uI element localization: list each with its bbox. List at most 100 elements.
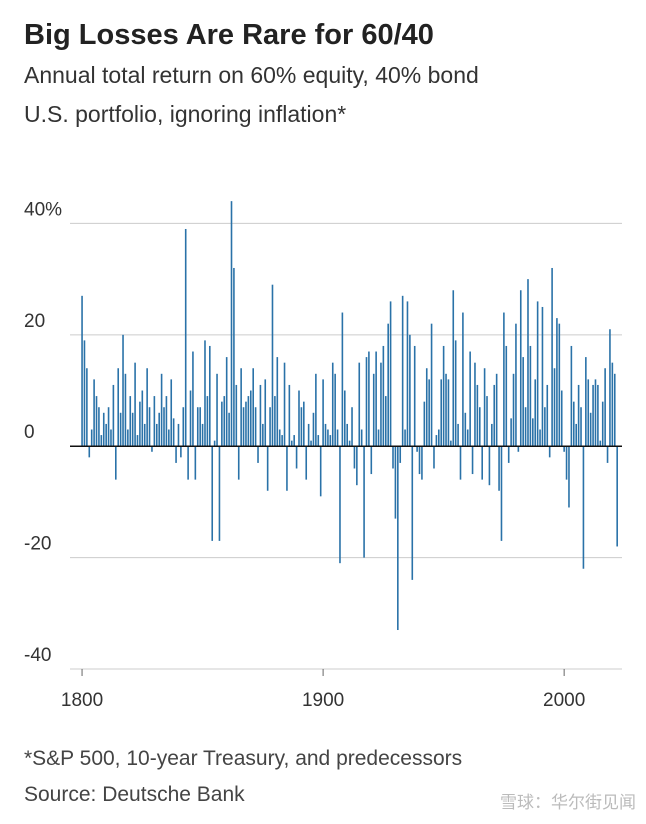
bar <box>548 446 551 458</box>
bar <box>541 306 544 447</box>
chart-subtitle: U.S. portfolio, ignoring inflation* <box>24 101 346 127</box>
bar <box>305 446 308 480</box>
bar <box>88 446 91 458</box>
bar <box>360 429 363 447</box>
bar <box>387 323 389 447</box>
bar <box>466 429 469 447</box>
bar <box>368 351 370 447</box>
bar <box>536 301 539 447</box>
bar <box>223 396 226 447</box>
bar <box>98 407 100 447</box>
bar <box>329 435 332 447</box>
bar <box>221 401 223 447</box>
bar <box>319 446 322 497</box>
bar <box>143 423 146 447</box>
chart-title: Big Losses Are Rare for 60/40 <box>24 19 434 51</box>
bar <box>228 412 230 447</box>
bar <box>575 423 578 447</box>
bar <box>599 440 602 447</box>
bar <box>331 362 334 447</box>
bar <box>348 440 351 447</box>
bar <box>493 384 496 447</box>
bar <box>83 340 86 447</box>
bar <box>483 368 486 447</box>
bar <box>406 301 409 447</box>
bar <box>117 368 120 447</box>
bar <box>283 362 286 447</box>
bar <box>237 446 240 480</box>
bar <box>257 446 259 463</box>
bar <box>580 407 582 447</box>
bar <box>534 379 537 447</box>
bar <box>339 446 341 564</box>
bar <box>245 401 247 447</box>
bar <box>290 440 293 447</box>
bar <box>141 390 144 447</box>
bar <box>428 379 430 447</box>
bar <box>278 429 281 447</box>
bar <box>254 407 257 447</box>
bar <box>524 407 527 447</box>
bar <box>399 446 402 463</box>
bar <box>216 373 218 447</box>
bar <box>114 446 117 480</box>
bar <box>131 412 134 447</box>
bar <box>577 384 580 447</box>
bar <box>271 284 274 447</box>
bar <box>462 312 464 447</box>
bar <box>281 435 283 447</box>
bar <box>286 446 288 491</box>
bar <box>563 446 565 452</box>
bar <box>269 407 271 447</box>
bar <box>491 423 493 447</box>
bar <box>486 396 488 447</box>
bar <box>512 373 515 447</box>
bar <box>425 368 428 447</box>
bar <box>464 412 467 447</box>
bar <box>293 435 295 447</box>
bar <box>184 228 187 447</box>
bar <box>380 362 382 447</box>
bar <box>196 407 199 447</box>
bar <box>315 373 317 447</box>
bar <box>298 390 300 447</box>
bar <box>522 357 524 447</box>
bar <box>515 323 517 447</box>
bar <box>539 429 541 447</box>
chart-subtitle: Annual total return on 60% equity, 40% b… <box>24 62 479 88</box>
bar <box>442 345 445 447</box>
bar <box>182 407 185 447</box>
bar <box>146 368 148 447</box>
bar <box>105 423 107 447</box>
bar <box>553 368 556 447</box>
bar <box>616 446 618 547</box>
bar <box>532 418 534 447</box>
bar <box>252 368 254 447</box>
bar <box>582 446 585 569</box>
bar <box>474 362 476 447</box>
bar <box>495 373 498 447</box>
bar <box>264 379 267 447</box>
bar <box>102 412 105 447</box>
y-tick-label: 20 <box>24 311 45 332</box>
bar <box>148 407 151 447</box>
bar <box>90 429 93 447</box>
bar <box>611 362 614 447</box>
bar <box>450 440 452 447</box>
bar <box>163 407 165 447</box>
bar <box>310 440 312 447</box>
bar <box>558 323 561 447</box>
bar <box>158 412 160 447</box>
bar <box>389 301 392 447</box>
bar <box>519 290 522 447</box>
bar <box>100 435 103 447</box>
bar <box>370 446 373 475</box>
bar <box>199 407 201 447</box>
bar <box>560 390 563 447</box>
bar <box>218 446 221 541</box>
bar <box>411 446 414 580</box>
bar <box>346 423 349 447</box>
bar <box>572 401 575 447</box>
bar <box>170 379 173 447</box>
bar <box>334 373 336 447</box>
